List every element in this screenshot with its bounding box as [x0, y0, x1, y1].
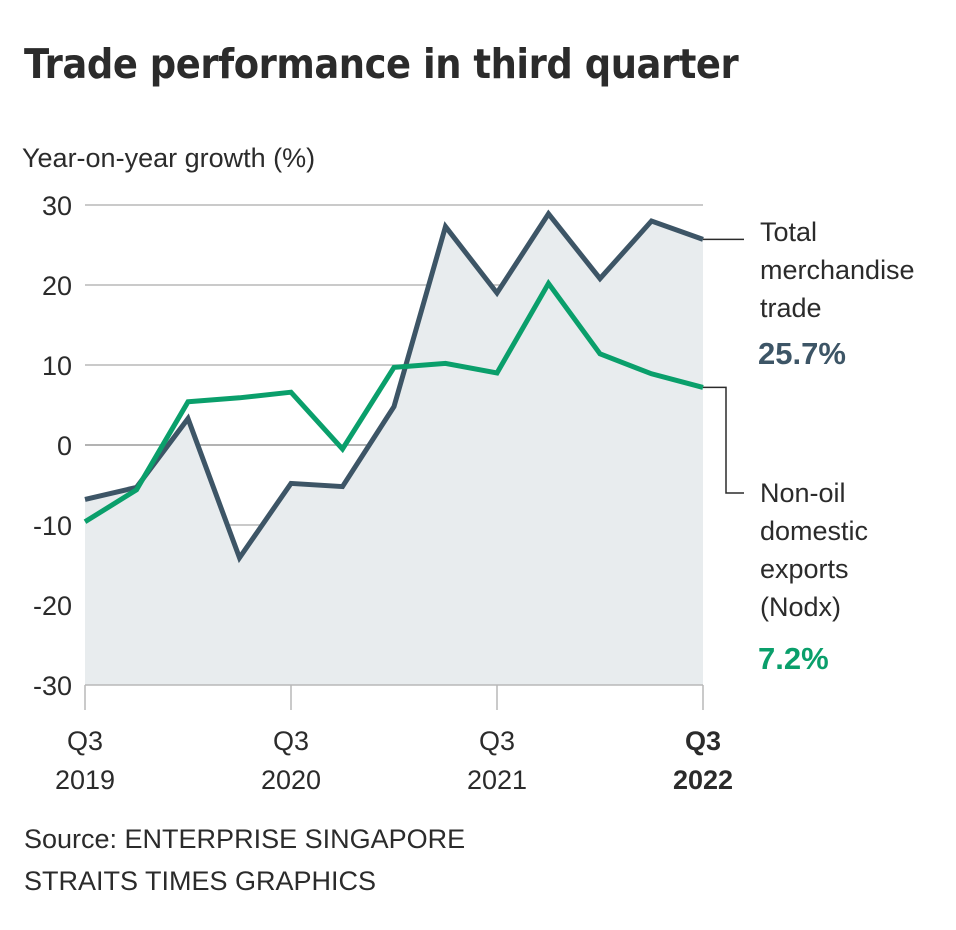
- credit-note: STRAITS TIMES GRAPHICS: [24, 866, 377, 896]
- series-label-total: Total: [760, 217, 817, 247]
- series-label-total: merchandise: [760, 255, 915, 285]
- series-annotations: Total merchandise trade 25.7% Non-oil domesti…: [703, 217, 915, 676]
- y-axis-label: Year-on-year growth (%): [22, 143, 316, 173]
- y-tick-label: -10: [33, 511, 72, 541]
- source-note: Source: ENTERPRISE SINGAPORE: [24, 824, 466, 854]
- y-tick-label: -30: [33, 671, 72, 701]
- y-tick-label: 30: [42, 191, 72, 221]
- chart-title: Trade performance in third quarter: [24, 40, 739, 88]
- area-fill: [85, 213, 703, 686]
- x-tick-label: Q3: [67, 726, 103, 756]
- latest-value-total: 25.7%: [758, 336, 846, 371]
- y-axis-ticks: 30 20 10 0 -10 -20 -30: [33, 191, 72, 701]
- series-label-nodx: domestic: [760, 516, 868, 546]
- y-tick-label: 20: [42, 271, 72, 301]
- x-tick-label: Q3: [273, 726, 309, 756]
- latest-value-nodx: 7.2%: [758, 641, 829, 676]
- area-0: [85, 213, 703, 686]
- series-label-nodx: (Nodx): [760, 592, 841, 622]
- y-tick-label: -20: [33, 591, 72, 621]
- x-tick-label: 2022: [673, 765, 733, 795]
- x-tick-label: 2019: [55, 765, 115, 795]
- x-axis: Q3 2019 Q3 2020 Q3 2021 Q3 2022: [55, 684, 733, 795]
- x-tick-label: Q3: [685, 726, 721, 756]
- series-lines: [83, 209, 704, 564]
- series-label-nodx: exports: [760, 554, 849, 584]
- x-tick-label: 2020: [261, 765, 321, 795]
- y-tick-label: 10: [42, 351, 72, 381]
- y-tick-label: 0: [57, 431, 72, 461]
- x-tick-label: 2021: [467, 765, 527, 795]
- series-label-nodx: Non-oil: [760, 478, 846, 508]
- series-label-total: trade: [760, 293, 822, 323]
- x-tick-label: Q3: [479, 726, 515, 756]
- leader-line-nodx: [703, 386, 744, 494]
